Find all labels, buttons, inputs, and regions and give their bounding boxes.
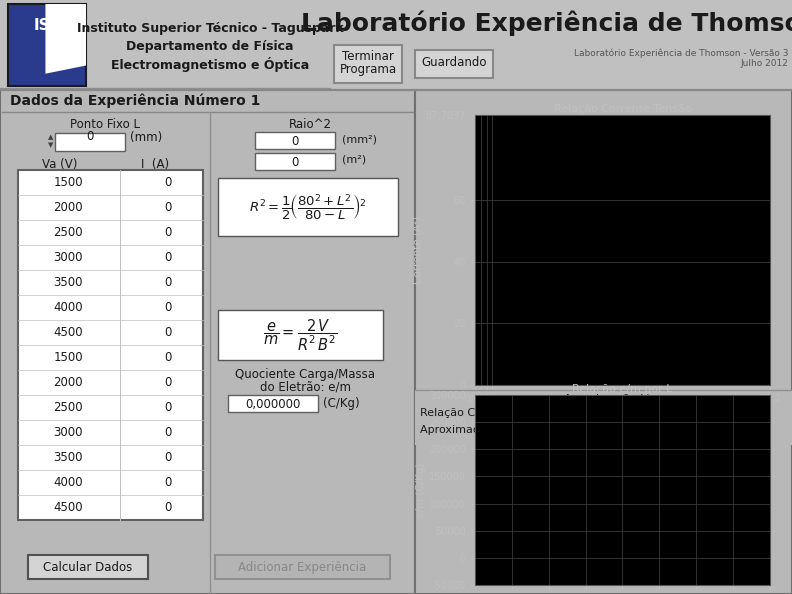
Text: 0: 0 — [164, 401, 172, 414]
FancyBboxPatch shape — [609, 418, 674, 434]
FancyBboxPatch shape — [255, 153, 335, 170]
Text: Relação Corrente Tensão: Relação Corrente Tensão — [420, 408, 558, 418]
Text: 4000: 4000 — [53, 476, 83, 489]
Text: 2000: 2000 — [53, 201, 83, 214]
Text: 0: 0 — [164, 376, 172, 389]
FancyBboxPatch shape — [0, 0, 792, 90]
Title: Relação e/m por L: Relação e/m por L — [573, 384, 672, 394]
Text: 2500: 2500 — [53, 401, 83, 414]
Text: 4500: 4500 — [53, 326, 83, 339]
Title: Relação Corrente Tensão: Relação Corrente Tensão — [554, 104, 691, 114]
Text: Departamento de Física: Departamento de Física — [126, 40, 294, 53]
Text: 3000: 3000 — [53, 426, 82, 439]
Text: 0: 0 — [86, 131, 93, 144]
Text: Aproximação Linear: Aproximação Linear — [565, 394, 676, 404]
Text: 0: 0 — [164, 226, 172, 239]
FancyBboxPatch shape — [218, 310, 383, 360]
Text: Aproximação Linear: Aproximação Linear — [420, 425, 531, 435]
Text: Va (V): Va (V) — [42, 158, 78, 171]
Text: Raio^2: Raio^2 — [288, 118, 332, 131]
Text: Dados da Experiência Número 1: Dados da Experiência Número 1 — [10, 93, 261, 108]
Text: Quociente Carga/Massa: Quociente Carga/Massa — [235, 368, 375, 381]
Text: (mm): (mm) — [130, 131, 162, 144]
Text: 1500: 1500 — [53, 351, 83, 364]
Text: 4000: 4000 — [53, 301, 83, 314]
Polygon shape — [45, 4, 86, 74]
FancyBboxPatch shape — [0, 90, 415, 594]
Text: Guardando: Guardando — [421, 56, 487, 69]
Text: IST: IST — [33, 18, 60, 33]
Text: 0: 0 — [291, 135, 299, 148]
X-axis label: Tensão Va (kV): Tensão Va (kV) — [584, 407, 661, 417]
Text: do Eletrão: e/m: do Eletrão: e/m — [260, 381, 351, 394]
FancyBboxPatch shape — [255, 132, 335, 149]
Y-axis label: e/m (C/Kg): e/m (C/Kg) — [416, 462, 426, 518]
Text: Adicionar Experiência: Adicionar Experiência — [238, 561, 366, 574]
Text: y = a + b.x: y = a + b.x — [588, 406, 652, 416]
Text: 0: 0 — [164, 251, 172, 264]
Text: 0: 0 — [612, 439, 619, 449]
FancyBboxPatch shape — [334, 45, 402, 83]
Text: 0: 0 — [164, 426, 172, 439]
FancyBboxPatch shape — [415, 90, 792, 594]
Text: 3500: 3500 — [53, 276, 82, 289]
Text: 1500: 1500 — [53, 176, 83, 189]
Text: 0: 0 — [164, 501, 172, 514]
Text: (C/Kg): (C/Kg) — [323, 397, 360, 410]
Text: Declive b: Declive b — [554, 438, 606, 448]
FancyBboxPatch shape — [564, 408, 570, 415]
FancyBboxPatch shape — [28, 555, 148, 579]
Text: Terminar: Terminar — [342, 50, 394, 63]
Text: Intersecção a: Intersecção a — [531, 420, 606, 430]
Text: 0: 0 — [164, 176, 172, 189]
FancyBboxPatch shape — [609, 436, 674, 452]
Text: Calcular Dados: Calcular Dados — [44, 561, 132, 574]
FancyBboxPatch shape — [55, 133, 125, 151]
Text: 3500: 3500 — [53, 451, 82, 464]
Text: ▲: ▲ — [48, 134, 53, 140]
FancyBboxPatch shape — [415, 390, 792, 445]
Text: Ponto Fixo L: Ponto Fixo L — [70, 118, 140, 131]
Text: 0,000000: 0,000000 — [246, 398, 301, 411]
Text: 0: 0 — [291, 156, 299, 169]
Text: (m²): (m²) — [342, 155, 366, 165]
Text: 4500: 4500 — [53, 501, 83, 514]
Text: 0: 0 — [164, 451, 172, 464]
FancyBboxPatch shape — [228, 395, 318, 412]
Text: I  (A): I (A) — [141, 158, 169, 171]
Text: $R^2 = \dfrac{1}{2}\!\left(\dfrac{80^2+L^2}{80-L}\right)^{\!2}$: $R^2 = \dfrac{1}{2}\!\left(\dfrac{80^2+L… — [249, 192, 367, 222]
Text: ▼: ▼ — [48, 142, 53, 148]
Text: Programa: Programa — [340, 63, 397, 76]
Y-axis label: Corrente (A²): Corrente (A²) — [413, 216, 423, 284]
FancyBboxPatch shape — [18, 170, 203, 520]
FancyBboxPatch shape — [415, 50, 493, 78]
Text: $\dfrac{e}{m} = \dfrac{2\,V}{R^2\,B^2}$: $\dfrac{e}{m} = \dfrac{2\,V}{R^2\,B^2}$ — [263, 317, 337, 353]
Text: 0: 0 — [164, 201, 172, 214]
FancyBboxPatch shape — [551, 421, 586, 437]
FancyBboxPatch shape — [215, 555, 390, 579]
Text: 0: 0 — [164, 476, 172, 489]
Text: 0: 0 — [164, 301, 172, 314]
Text: 0: 0 — [164, 351, 172, 364]
Text: 0: 0 — [164, 276, 172, 289]
Text: Laboratório Experiência de Thomson: Laboratório Experiência de Thomson — [301, 10, 792, 36]
Text: Instituto Superior Técnico - Taguspark: Instituto Superior Técnico - Taguspark — [77, 22, 344, 35]
FancyBboxPatch shape — [218, 178, 398, 236]
Text: Electromagnetismo e Óptica: Electromagnetismo e Óptica — [111, 57, 309, 72]
Text: Laboratório Experiência de Thomson - Versão 3
Julho 2012: Laboratório Experiência de Thomson - Ver… — [573, 48, 788, 68]
FancyBboxPatch shape — [8, 4, 86, 86]
FancyBboxPatch shape — [551, 404, 586, 420]
Text: 2000: 2000 — [53, 376, 83, 389]
Text: 0: 0 — [164, 326, 172, 339]
Text: 3000: 3000 — [53, 251, 82, 264]
Text: 2500: 2500 — [53, 226, 83, 239]
Text: (mm²): (mm²) — [342, 134, 377, 144]
Text: 0: 0 — [612, 421, 619, 431]
